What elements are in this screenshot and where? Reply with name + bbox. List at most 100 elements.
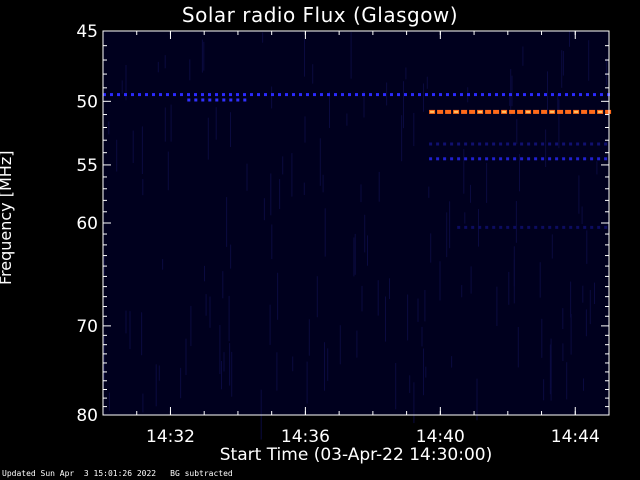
noise-streak [569, 31, 570, 47]
emission-band-53.3 [534, 142, 538, 146]
emission-band-53.3 [471, 142, 475, 146]
noise-streak [570, 281, 572, 318]
noise-streak [142, 393, 144, 413]
noise-streak [361, 285, 363, 312]
emission-band-49.5 [243, 93, 246, 97]
emission-band-49.5 [432, 93, 435, 97]
emission-band-49.5 [131, 93, 134, 97]
emission-band-49.5 [572, 93, 575, 97]
noise-streak [586, 230, 588, 264]
noise-streak [157, 61, 159, 73]
noise-streak [464, 212, 466, 224]
emission-band-53.3 [506, 142, 510, 146]
emission-band-60.4 [457, 225, 461, 229]
noise-streak [180, 367, 182, 399]
noise-streak [405, 67, 407, 80]
noise-streak [363, 91, 365, 118]
noise-streak [222, 271, 224, 299]
noise-streak [545, 129, 547, 167]
emission-band-49.9 [201, 98, 205, 102]
noise-streak [470, 266, 472, 294]
noise-streak [291, 153, 293, 197]
emission-band-60.4 [485, 225, 489, 229]
x-tick-label: 14:40 [416, 427, 465, 447]
emission-band-49.5 [537, 93, 540, 97]
noise-streak [155, 364, 157, 407]
emission-band-49.5 [306, 93, 309, 97]
emission-band-60.4 [604, 225, 608, 229]
noise-streak [517, 327, 519, 368]
noise-streak [201, 39, 203, 73]
chart-title: Solar radio Flux (Glasgow) [181, 3, 459, 27]
emission-band-49.5 [152, 93, 155, 97]
noise-streak [508, 271, 510, 305]
emission-band-49.5 [320, 93, 323, 97]
noise-streak [204, 265, 205, 282]
x-axis: 14:32 14:36 14:40 14:44 [136, 31, 600, 447]
noise-streak [581, 206, 583, 224]
noise-streak [547, 73, 548, 96]
emission-band-49.5 [250, 93, 253, 97]
emission-band-49.5 [194, 93, 197, 97]
noise-streak [511, 75, 513, 107]
emission-band-49.5 [523, 93, 526, 97]
emission-band-54.5 [548, 157, 552, 161]
noise-streak [108, 121, 110, 135]
noise-streak [132, 130, 134, 163]
noise-streak [292, 356, 294, 372]
noise-streak [426, 76, 428, 89]
noise-streak [346, 113, 348, 126]
emission-band-54.5 [457, 157, 461, 161]
emission-band-49.5 [453, 93, 456, 97]
noise-streak [324, 342, 325, 391]
noise-streak [221, 361, 222, 390]
emission-peak [598, 110, 603, 113]
emission-band-49.5 [467, 93, 470, 97]
emission-band-60.4 [541, 225, 545, 229]
noise-streak [588, 40, 590, 81]
emission-peak [550, 110, 555, 113]
noise-streak [205, 294, 207, 316]
emission-band-49.5 [593, 93, 596, 97]
emission-band-49.5 [390, 93, 393, 97]
emission-band-53.3 [513, 142, 517, 146]
noise-streak [463, 149, 465, 194]
emission-band-49.5 [222, 93, 225, 97]
emission-band-49.5 [271, 93, 274, 97]
noise-streak [324, 208, 326, 257]
emission-peak [502, 110, 507, 113]
emission-band-49.5 [397, 93, 400, 97]
emission-band-54.5 [485, 157, 489, 161]
emission-band-49.5 [159, 93, 162, 97]
emission-band-60.4 [464, 225, 468, 229]
emission-band-50.8 [461, 109, 468, 114]
emission-band-60.4 [534, 225, 538, 229]
plot-area [103, 31, 609, 415]
emission-band-54.5 [562, 157, 566, 161]
emission-band-54.5 [464, 157, 468, 161]
emission-band-49.5 [411, 93, 414, 97]
emission-band-49.5 [173, 93, 176, 97]
emission-band-54.5 [443, 157, 447, 161]
y-tick-label: 80 [76, 406, 98, 426]
emission-band-60.4 [499, 225, 503, 229]
y-axis: 45 50 55 60 70 80 [76, 22, 609, 426]
emission-band-60.4 [492, 225, 496, 229]
noise-streak [162, 259, 164, 270]
emission-band-54.5 [499, 157, 503, 161]
emission-band-53.3 [443, 142, 447, 146]
noise-streak [470, 184, 471, 203]
noise-streak [190, 305, 192, 347]
noise-streak [413, 112, 415, 147]
emission-band-54.5 [597, 157, 601, 161]
noise-streak [277, 272, 279, 320]
y-tick-label: 60 [76, 214, 98, 234]
emission-band-53.3 [520, 142, 524, 146]
noise-streak [562, 51, 564, 76]
emission-band-50.8 [533, 109, 540, 114]
emission-band-50.8 [445, 109, 452, 114]
emission-band-49.5 [446, 93, 449, 97]
emission-band-49.5 [236, 93, 239, 97]
noise-streak [223, 352, 225, 372]
noise-streak [270, 173, 272, 216]
